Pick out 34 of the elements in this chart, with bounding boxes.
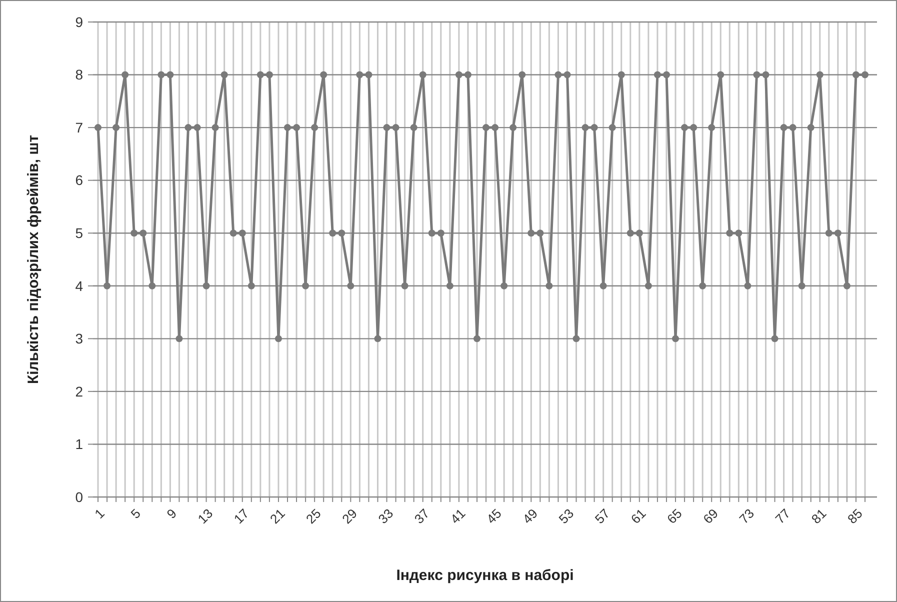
y-tick-label: 7 [75, 119, 84, 136]
x-tick-label: 9 [164, 506, 180, 522]
x-tick-label: 57 [592, 506, 613, 527]
y-tick-label: 1 [75, 436, 84, 452]
x-tick-label: 17 [230, 506, 252, 527]
y-tick-label: 9 [75, 14, 84, 30]
y-axis-title: Кількість підозрілих фреймів, шт [25, 134, 42, 384]
y-tick-label: 3 [75, 330, 84, 347]
y-tick-label: 5 [75, 225, 84, 242]
y-tick-label: 8 [75, 66, 84, 83]
x-tick-label: 45 [484, 506, 504, 527]
x-tick-label: 33 [375, 506, 396, 527]
x-tick-label: 65 [664, 506, 685, 527]
x-axis-title: Індекс рисунка в наборі [396, 567, 574, 584]
x-tick-label: 5 [128, 506, 144, 522]
x-tick-label: 21 [266, 506, 288, 527]
y-tick-label: 6 [75, 172, 84, 188]
x-tick-label: 1 [92, 506, 108, 522]
x-tick-label: 85 [844, 506, 866, 527]
x-tick-label: 25 [303, 506, 324, 527]
x-tick-label: 69 [700, 506, 721, 527]
x-tick-label: 77 [772, 506, 794, 527]
x-tick-label: 41 [447, 506, 468, 527]
x-tick-label: 13 [194, 506, 216, 527]
x-tick-label: 53 [556, 506, 577, 527]
x-tick-label: 73 [736, 506, 758, 527]
x-tick-label: 81 [808, 506, 830, 527]
y-tick-label: 2 [75, 383, 84, 400]
x-tick-label: 37 [411, 506, 432, 527]
x-tick-label: 29 [339, 506, 360, 527]
y-tick-label: 4 [75, 278, 84, 294]
x-tick-label: 61 [628, 506, 649, 527]
y-tick-label: 0 [75, 488, 84, 505]
x-tick-label: 49 [520, 506, 540, 527]
